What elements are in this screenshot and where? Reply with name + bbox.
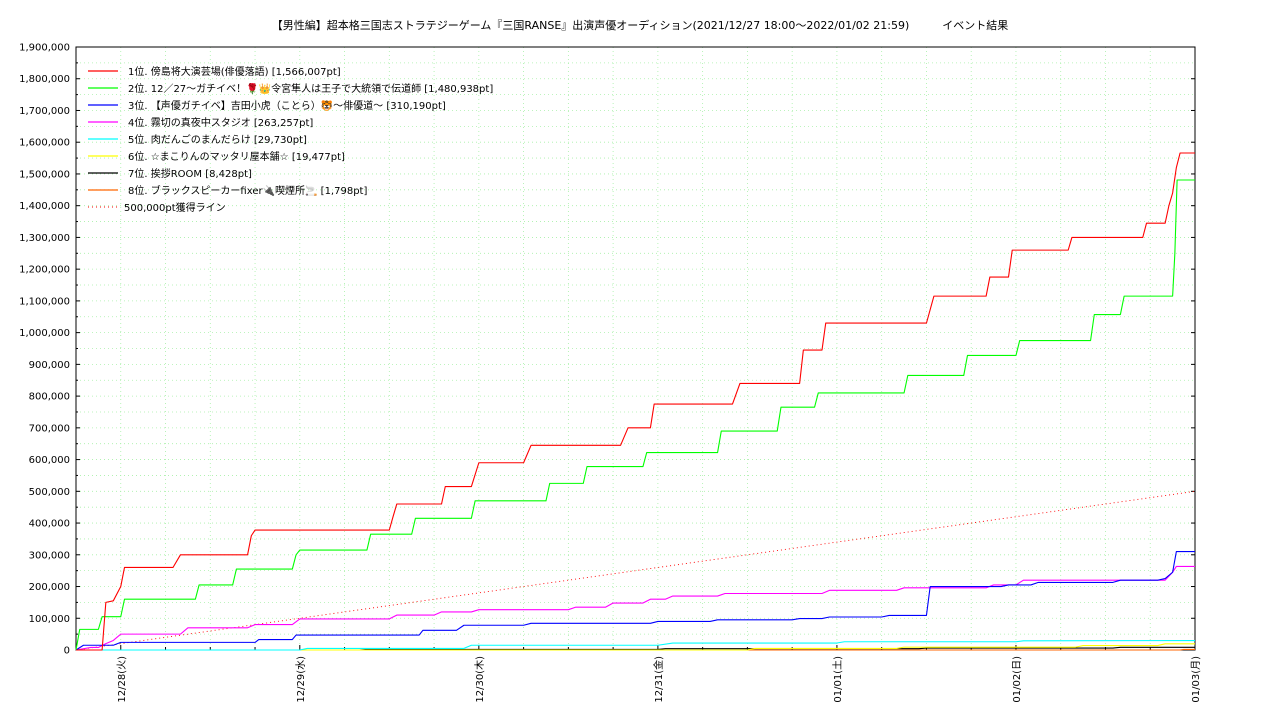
series-lines (75, 152, 1196, 651)
chart-title: 【男性編】超本格三国志ストラテジーゲーム『三国RANSE』出演声優オーディション… (271, 19, 1009, 32)
y-tick-label: 900,000 (29, 360, 70, 371)
y-tick-label: 400,000 (29, 519, 70, 530)
series-line-3 (75, 551, 1195, 651)
series-line-2 (75, 179, 1195, 651)
y-tick-label: 1,100,000 (19, 296, 70, 307)
y-tick-label: 1,400,000 (19, 201, 70, 212)
x-axis: 12/28(火) 12/29(水) 12/30(木) 12/31(金) 01/01(土)… (75, 645, 1202, 703)
grid-lines (75, 47, 1196, 650)
legend-label-4: 4位. 霧切の真夜中スタジオ [263,257pt] (128, 116, 313, 129)
y-tick-label: 600,000 (29, 455, 70, 466)
y-tick-label: 0 (64, 646, 70, 657)
y-tick-label: 1,600,000 (19, 138, 70, 149)
y-tick-label: 1,700,000 (19, 106, 70, 117)
series-line-4 (75, 565, 1195, 651)
x-tick-label: 12/29(水) (295, 656, 307, 703)
x-tick-label: 01/02(日) (1012, 656, 1023, 703)
x-tick-label: 01/01(土) (831, 656, 844, 703)
y-tick-label: 100,000 (29, 614, 70, 625)
x-tick-label: 12/31(金) (652, 656, 665, 703)
legend-label-8: 8位. ブラックスピーカーfixer🔌喫煙所🚬 [1,798pt] (128, 184, 367, 197)
legend-label-7: 7位. 挨拶ROOM [8,428pt] (128, 167, 252, 180)
y-tick-label: 1,800,000 (19, 74, 70, 85)
legend-label-1: 1位. 傍島将大演芸場(俳優落語) [1,566,007pt] (128, 65, 341, 78)
legend-label-6: 6位. ☆まこりんのマッタリ屋本舗☆ [19,477pt] (128, 150, 345, 163)
y-axis: 0 100,000 200,000 300,000 400,000 500,000 600,… (19, 43, 1195, 657)
legend-label-5: 5位. 肉だんごのまんだらけ [29,730pt] (128, 133, 307, 146)
y-tick-label: 1,000,000 (19, 328, 70, 339)
y-tick-label: 1,500,000 (19, 169, 70, 180)
y-tick-label: 300,000 (29, 550, 70, 561)
legend: 1位. 傍島将大演芸場(俳優落語) [1,566,007pt] 2位. 12／27… (88, 65, 493, 214)
series-line-5 (76, 640, 1196, 651)
y-tick-label: 200,000 (29, 582, 70, 593)
x-tick-label: 12/28(火) (116, 656, 128, 703)
series-line-1 (76, 152, 1195, 651)
legend-label-3: 3位. 【声優ガチイベ】吉田小虎（ことら）🐯〜俳優道〜 [310,190pt] (128, 99, 446, 112)
series-line-9 (75, 490, 1196, 651)
y-tick-label: 1,200,000 (19, 265, 70, 276)
y-tick-label: 1,900,000 (19, 43, 70, 54)
series-line-6 (76, 643, 1195, 651)
y-tick-label: 500,000 (29, 487, 70, 498)
y-tick-label: 1,300,000 (19, 233, 70, 244)
legend-label-2: 2位. 12／27〜ガチイベ！🌹👑令宮隼人は王子で大統領で伝道師 [1,480,… (128, 82, 493, 95)
y-tick-label: 700,000 (29, 423, 70, 434)
x-tick-label: 12/30(木) (474, 656, 486, 703)
y-tick-label: 800,000 (29, 392, 70, 403)
legend-label-9: 500,000pt獲得ライン (124, 201, 226, 214)
x-tick-label: 01/03(月) (1190, 656, 1202, 703)
